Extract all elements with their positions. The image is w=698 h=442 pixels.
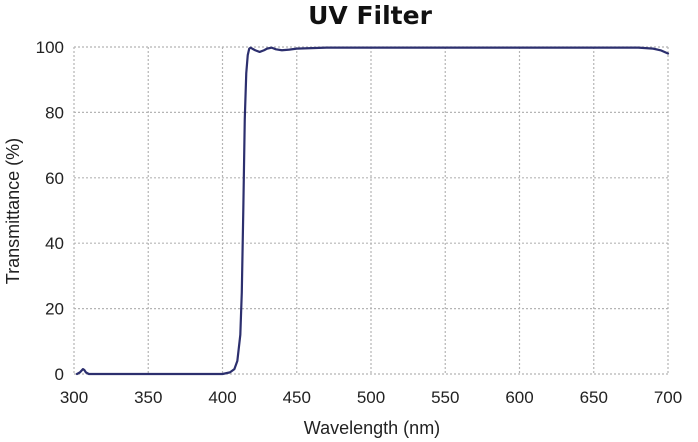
x-tick-label: 650 (580, 388, 608, 407)
x-tick-label: 350 (134, 388, 162, 407)
y-axis-label: Transmittance (%) (3, 138, 23, 284)
x-tick-label: 550 (431, 388, 459, 407)
chart-title: UV Filter (308, 1, 432, 30)
x-tick-label: 700 (654, 388, 682, 407)
y-tick-label: 100 (36, 38, 64, 57)
x-tick-label: 600 (505, 388, 533, 407)
series-line-transmittance (75, 46, 670, 376)
x-tick-label: 450 (283, 388, 311, 407)
x-tick-label: 500 (357, 388, 385, 407)
tick-labels: 300 350 400 450 500 550 600 650 700 0 20 40 60 80 100 (36, 38, 683, 407)
y-tick-label: 80 (45, 103, 64, 122)
y-tick-label: 0 (55, 365, 64, 384)
x-tick-label: 300 (60, 388, 88, 407)
y-tick-label: 20 (45, 300, 64, 319)
y-tick-label: 60 (45, 169, 64, 188)
y-tick-label: 40 (45, 234, 64, 253)
x-tick-label: 400 (208, 388, 236, 407)
grid (73, 46, 669, 375)
x-axis-label: Wavelength (nm) (304, 418, 440, 438)
